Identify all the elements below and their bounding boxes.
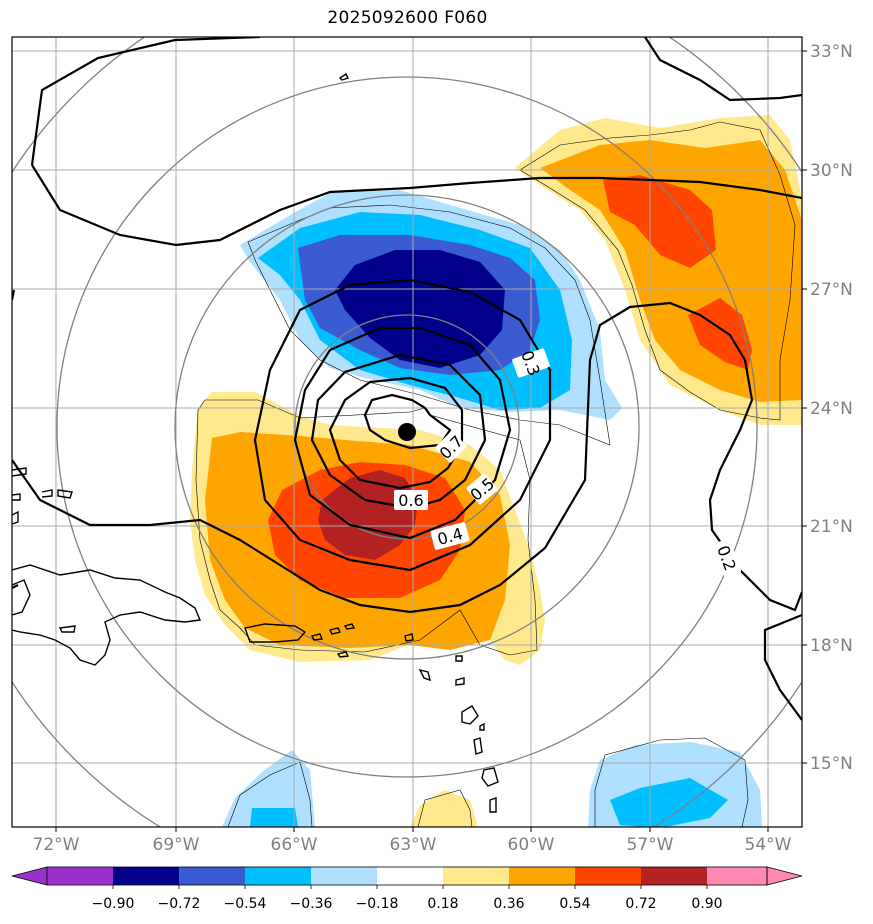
storm-center-marker (398, 423, 416, 441)
lat-label-24n: 24°N (810, 399, 853, 419)
lon-label-63w: 63°W (390, 835, 437, 855)
colorbar-segment-6 (377, 867, 443, 885)
shade-neg-054-sw (250, 808, 298, 827)
colorbar-extend-high (766, 866, 803, 886)
tick-marks (55, 50, 807, 832)
shade-pos-072-ne-a (603, 175, 716, 268)
colorbar-tick-4: −0.36 (290, 896, 333, 912)
longitude-labels: 72°W 69°W 66°W 63°W 60°W 57°W 54°W (33, 835, 792, 855)
lon-label-69w: 69°W (153, 835, 200, 855)
colorbar-segment-8 (509, 867, 575, 885)
colorbar-segment-2 (113, 867, 179, 885)
coastlines (12, 72, 499, 813)
shade-neg-036-sw (222, 750, 315, 827)
colorbar-tick-7: 0.36 (493, 896, 524, 912)
lat-label-30n: 30°N (810, 161, 853, 181)
colorbar-segment-1 (47, 867, 113, 885)
lat-label-15n: 15°N (810, 754, 853, 774)
shade-neg-054-se (610, 778, 728, 827)
colorbar-segment-3 (179, 867, 245, 885)
lon-label-57w: 57°W (627, 835, 674, 855)
distance-rings (12, 37, 802, 827)
colorbar-tick-1: −0.90 (92, 896, 135, 912)
shading-positive-northeast (515, 115, 802, 425)
colorbar-segment-4 (245, 867, 311, 885)
colorbar-segment-11 (707, 867, 767, 885)
shade-pos-072-ne-b (688, 298, 752, 370)
lon-label-66w: 66°W (271, 835, 318, 855)
colorbar-tick-8: 0.54 (559, 896, 590, 912)
colorbar-segment-9 (575, 867, 641, 885)
shade-neg-090-north (335, 250, 505, 368)
colorbar: −0.90 −0.72 −0.54 −0.36 −0.18 0.18 0.36 … (11, 866, 803, 912)
colorbar-tick-5: −0.18 (356, 896, 399, 912)
colorbar-tick-6: 0.18 (427, 896, 458, 912)
lat-label-18n: 18°N (810, 636, 853, 656)
lat-label-33n: 33°N (810, 42, 853, 62)
lat-label-21n: 21°N (810, 517, 853, 537)
colorbar-segment-10 (641, 867, 707, 885)
map-title: 2025092600 F060 (327, 8, 488, 28)
colorbar-tick-9: 0.72 (625, 896, 656, 912)
shading-negative-north (240, 190, 622, 420)
map-plot-area (12, 37, 802, 827)
colorbar-tick-2: −0.72 (158, 896, 201, 912)
shading-outlines (195, 121, 796, 827)
lon-label-60w: 60°W (508, 835, 555, 855)
colorbar-frame (46, 866, 768, 886)
colorbar-extend-low (11, 866, 48, 886)
colorbar-segment-7 (443, 867, 509, 885)
latitude-labels: 33°N 30°N 27°N 24°N 21°N 18°N 15°N (810, 42, 853, 774)
colorbar-tick-3: −0.54 (224, 896, 267, 912)
colorbar-tick-10: 0.90 (691, 896, 722, 912)
colorbar-segment-5 (311, 867, 377, 885)
shade-pos-036-s (410, 790, 478, 827)
map-frame (11, 36, 803, 828)
lon-label-72w: 72°W (33, 835, 80, 855)
lat-label-27n: 27°N (810, 280, 853, 300)
lon-label-54w: 54°W (745, 835, 792, 855)
contour-label-0.6: 0.6 (398, 491, 423, 510)
contour-lines (12, 37, 802, 721)
contour-label-bg (394, 348, 742, 578)
